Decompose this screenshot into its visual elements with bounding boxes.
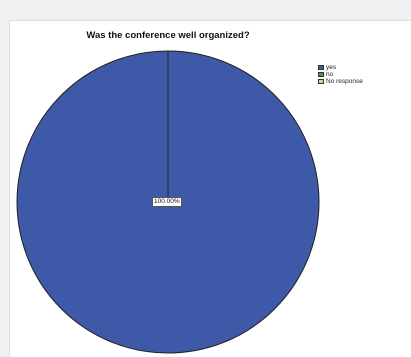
chart-title: Was the conference well organized? <box>86 30 250 41</box>
legend-label-no: no <box>326 71 334 78</box>
legend-item-yes: yes <box>318 64 363 71</box>
legend-item-no: no <box>318 71 363 78</box>
legend-swatch-no-response <box>318 79 324 84</box>
data-label-yes: 100.00% <box>152 197 182 207</box>
legend-swatch-yes <box>318 65 324 70</box>
legend-label-yes: yes <box>326 64 337 71</box>
legend: yes no No response <box>318 64 363 85</box>
legend-label-no-response: No response <box>326 78 363 85</box>
legend-swatch-no <box>318 72 324 77</box>
legend-item-no-response: No response <box>318 78 363 85</box>
